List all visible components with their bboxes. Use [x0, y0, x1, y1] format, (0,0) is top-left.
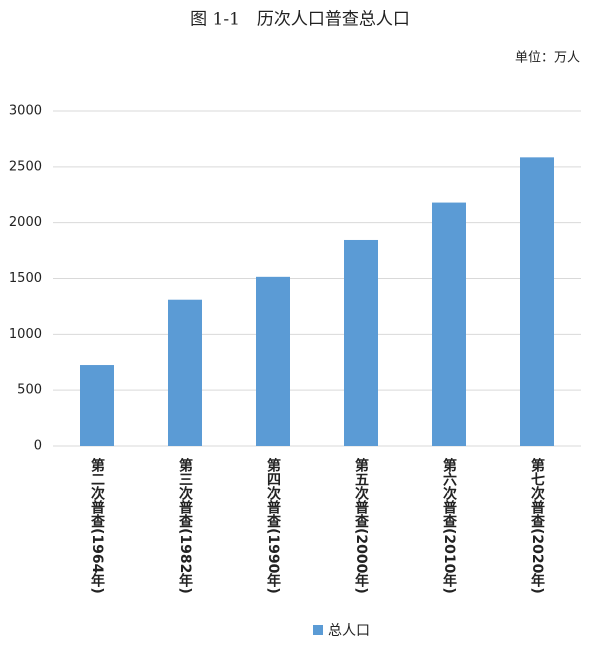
- x-tick-label: 第七次普查(2020年): [529, 457, 545, 593]
- y-tick-label: 3000: [9, 104, 42, 119]
- bar: [520, 157, 554, 446]
- y-tick-label: 0: [34, 439, 42, 454]
- unit-label: 单位：万人: [515, 51, 580, 66]
- x-tick-label: 第三次普查(1982年): [177, 457, 193, 593]
- y-tick-label: 2000: [9, 215, 42, 230]
- y-tick-label: 1000: [9, 327, 42, 342]
- legend-label: 总人口: [328, 623, 370, 639]
- bar: [344, 239, 378, 446]
- y-tick-label: 1500: [9, 271, 42, 286]
- bar: [80, 365, 114, 446]
- chart-title: 图 1-1 历次人口普查总人口: [190, 10, 410, 30]
- x-tick-label: 第四次普查(1990年): [265, 457, 281, 593]
- y-tick-label: 2500: [9, 159, 42, 174]
- x-tick-label: 第六次普查(2010年): [441, 457, 457, 593]
- x-tick-label: 第五次普查(2000年): [353, 457, 369, 593]
- x-tick-label: 第二次普查(1964年): [89, 457, 105, 593]
- bar: [432, 202, 466, 446]
- y-tick-label: 500: [17, 383, 42, 398]
- bar: [256, 276, 290, 446]
- bar: [168, 299, 202, 446]
- legend-swatch: [313, 625, 323, 635]
